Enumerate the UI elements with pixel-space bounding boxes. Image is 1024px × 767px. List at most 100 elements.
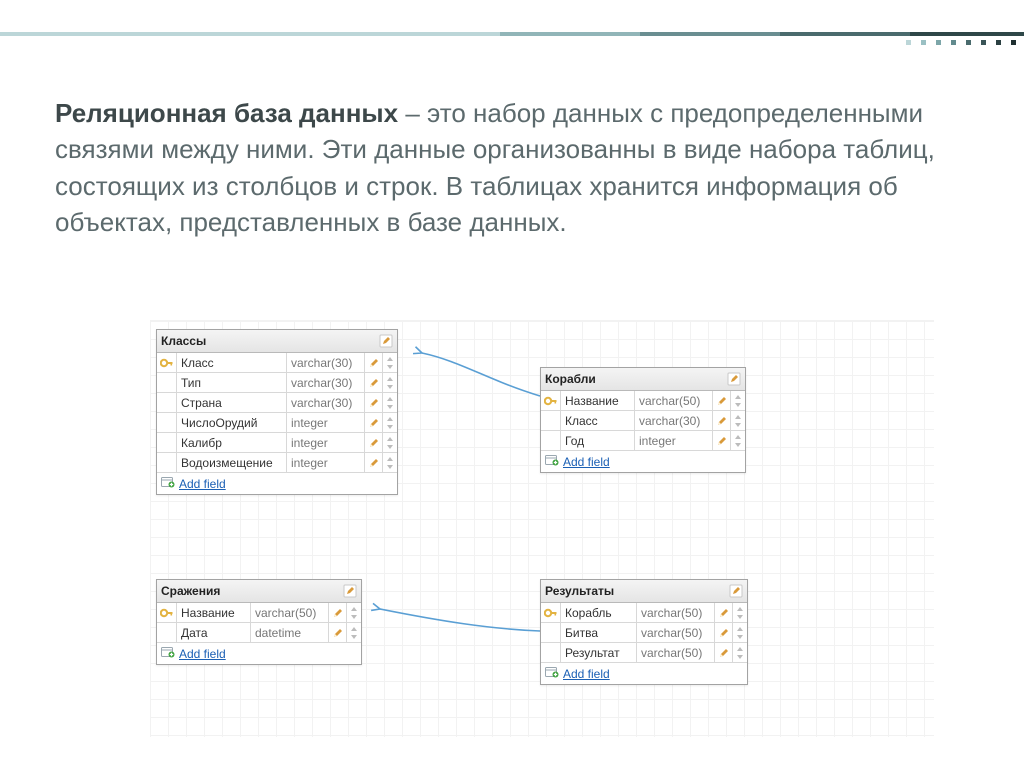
reorder-icon[interactable] [733, 623, 747, 642]
table-header[interactable]: Результаты [541, 580, 747, 603]
reorder-icon[interactable] [347, 623, 361, 642]
add-field-link[interactable]: Add field [541, 662, 747, 684]
edit-field-icon[interactable] [329, 623, 347, 642]
primary-key-cell [157, 373, 177, 392]
field-type: integer [287, 453, 365, 472]
edit-field-icon[interactable] [713, 431, 731, 450]
primary-key-cell [157, 393, 177, 412]
add-field-link[interactable]: Add field [541, 450, 745, 472]
edit-field-icon[interactable] [715, 643, 733, 662]
field-type: varchar(50) [637, 623, 715, 642]
db-table-battles[interactable]: Сражения Название varchar(50) Дата datet… [156, 579, 362, 665]
field-name: Результат [561, 643, 637, 662]
field-type: varchar(30) [287, 373, 365, 392]
edit-field-icon[interactable] [713, 411, 731, 430]
accent-dot [966, 40, 971, 45]
edit-field-icon[interactable] [365, 373, 383, 392]
table-row[interactable]: Битва varchar(50) [541, 622, 747, 642]
reorder-icon[interactable] [383, 413, 397, 432]
table-row[interactable]: Год integer [541, 430, 745, 450]
add-field-label: Add field [563, 667, 610, 681]
reorder-icon[interactable] [383, 453, 397, 472]
edit-field-icon[interactable] [365, 393, 383, 412]
reorder-icon[interactable] [347, 603, 361, 622]
er-diagram: Классы Класс varchar(30) Тип varchar(30) [150, 320, 934, 737]
add-field-link[interactable]: Add field [157, 472, 397, 494]
reorder-icon[interactable] [383, 353, 397, 372]
table-row[interactable]: Класс varchar(30) [157, 353, 397, 372]
edit-table-icon[interactable] [729, 584, 743, 598]
edit-field-icon[interactable] [365, 453, 383, 472]
table-row[interactable]: Название varchar(50) [541, 391, 745, 410]
table-header[interactable]: Сражения [157, 580, 361, 603]
add-field-label: Add field [179, 477, 226, 491]
accent-dot [921, 40, 926, 45]
field-name: Калибр [177, 433, 287, 452]
edit-table-icon[interactable] [343, 584, 357, 598]
edit-field-icon[interactable] [715, 623, 733, 642]
edit-table-icon[interactable] [379, 334, 393, 348]
accent-seg [500, 32, 640, 36]
field-name: Страна [177, 393, 287, 412]
accent-dot [996, 40, 1001, 45]
table-row[interactable]: Дата datetime [157, 622, 361, 642]
field-type: integer [635, 431, 713, 450]
reorder-icon[interactable] [733, 603, 747, 622]
accent-seg [910, 32, 1024, 36]
primary-key-cell [541, 391, 561, 410]
field-name: Битва [561, 623, 637, 642]
reorder-icon[interactable] [731, 411, 745, 430]
table-header[interactable]: Классы [157, 330, 397, 353]
db-table-ships[interactable]: Корабли Название varchar(50) Класс varch… [540, 367, 746, 473]
field-type: datetime [251, 623, 329, 642]
table-row[interactable]: ЧислоОрудий integer [157, 412, 397, 432]
table-title: Классы [161, 334, 206, 348]
db-table-results[interactable]: Результаты Корабль varchar(50) Битва var… [540, 579, 748, 685]
table-row[interactable]: Страна varchar(30) [157, 392, 397, 412]
heading-term: Реляционная база данных [55, 98, 398, 128]
reorder-icon[interactable] [383, 373, 397, 392]
field-name: Название [177, 603, 251, 622]
edit-field-icon[interactable] [365, 433, 383, 452]
reorder-icon[interactable] [383, 393, 397, 412]
table-title: Сражения [161, 584, 220, 598]
accent-dot [981, 40, 986, 45]
db-table-classes[interactable]: Классы Класс varchar(30) Тип varchar(30) [156, 329, 398, 495]
edit-field-icon[interactable] [365, 413, 383, 432]
field-name: ЧислоОрудий [177, 413, 287, 432]
edit-field-icon[interactable] [715, 603, 733, 622]
add-field-link[interactable]: Add field [157, 642, 361, 664]
primary-key-cell [157, 453, 177, 472]
reorder-icon[interactable] [731, 391, 745, 410]
add-field-icon [545, 666, 559, 681]
accent-dots [906, 40, 1024, 45]
reorder-icon[interactable] [733, 643, 747, 662]
field-name: Водоизмещение [177, 453, 287, 472]
table-title: Результаты [545, 584, 614, 598]
field-type: varchar(30) [287, 393, 365, 412]
table-header[interactable]: Корабли [541, 368, 745, 391]
primary-key-cell [157, 623, 177, 642]
edit-field-icon[interactable] [365, 353, 383, 372]
table-row[interactable]: Результат varchar(50) [541, 642, 747, 662]
primary-key-cell [541, 603, 561, 622]
table-row[interactable]: Калибр integer [157, 432, 397, 452]
add-field-icon [545, 454, 559, 469]
edit-field-icon[interactable] [329, 603, 347, 622]
add-field-label: Add field [179, 647, 226, 661]
table-row[interactable]: Тип varchar(30) [157, 372, 397, 392]
reorder-icon[interactable] [383, 433, 397, 452]
reorder-icon[interactable] [731, 431, 745, 450]
edit-field-icon[interactable] [713, 391, 731, 410]
field-name: Класс [177, 353, 287, 372]
table-row[interactable]: Класс varchar(30) [541, 410, 745, 430]
table-row[interactable]: Водоизмещение integer [157, 452, 397, 472]
field-type: varchar(30) [635, 411, 713, 430]
primary-key-cell [157, 413, 177, 432]
accent-dot [936, 40, 941, 45]
table-row[interactable]: Название varchar(50) [157, 603, 361, 622]
accent-dot [1011, 40, 1016, 45]
table-row[interactable]: Корабль varchar(50) [541, 603, 747, 622]
primary-key-cell [157, 353, 177, 372]
edit-table-icon[interactable] [727, 372, 741, 386]
